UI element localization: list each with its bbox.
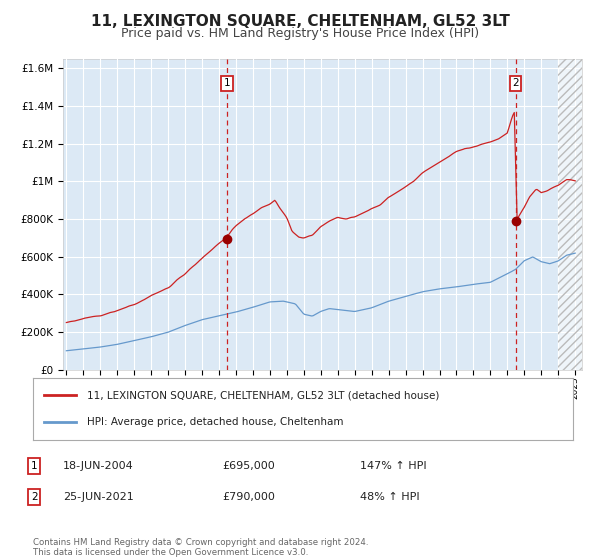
Text: 48% ↑ HPI: 48% ↑ HPI	[360, 492, 419, 502]
Text: £790,000: £790,000	[222, 492, 275, 502]
Text: 147% ↑ HPI: 147% ↑ HPI	[360, 461, 427, 471]
Text: 18-JUN-2004: 18-JUN-2004	[63, 461, 134, 471]
Text: Contains HM Land Registry data © Crown copyright and database right 2024.
This d: Contains HM Land Registry data © Crown c…	[33, 538, 368, 557]
Text: 11, LEXINGTON SQUARE, CHELTENHAM, GL52 3LT (detached house): 11, LEXINGTON SQUARE, CHELTENHAM, GL52 3…	[87, 390, 439, 400]
Text: 2: 2	[31, 492, 38, 502]
Text: 25-JUN-2021: 25-JUN-2021	[63, 492, 134, 502]
Text: 11, LEXINGTON SQUARE, CHELTENHAM, GL52 3LT: 11, LEXINGTON SQUARE, CHELTENHAM, GL52 3…	[91, 14, 509, 29]
Text: HPI: Average price, detached house, Cheltenham: HPI: Average price, detached house, Chel…	[87, 417, 343, 427]
Text: Price paid vs. HM Land Registry's House Price Index (HPI): Price paid vs. HM Land Registry's House …	[121, 27, 479, 40]
Text: £695,000: £695,000	[222, 461, 275, 471]
Text: 1: 1	[31, 461, 38, 471]
Text: 1: 1	[224, 78, 230, 88]
Text: 2: 2	[512, 78, 519, 88]
